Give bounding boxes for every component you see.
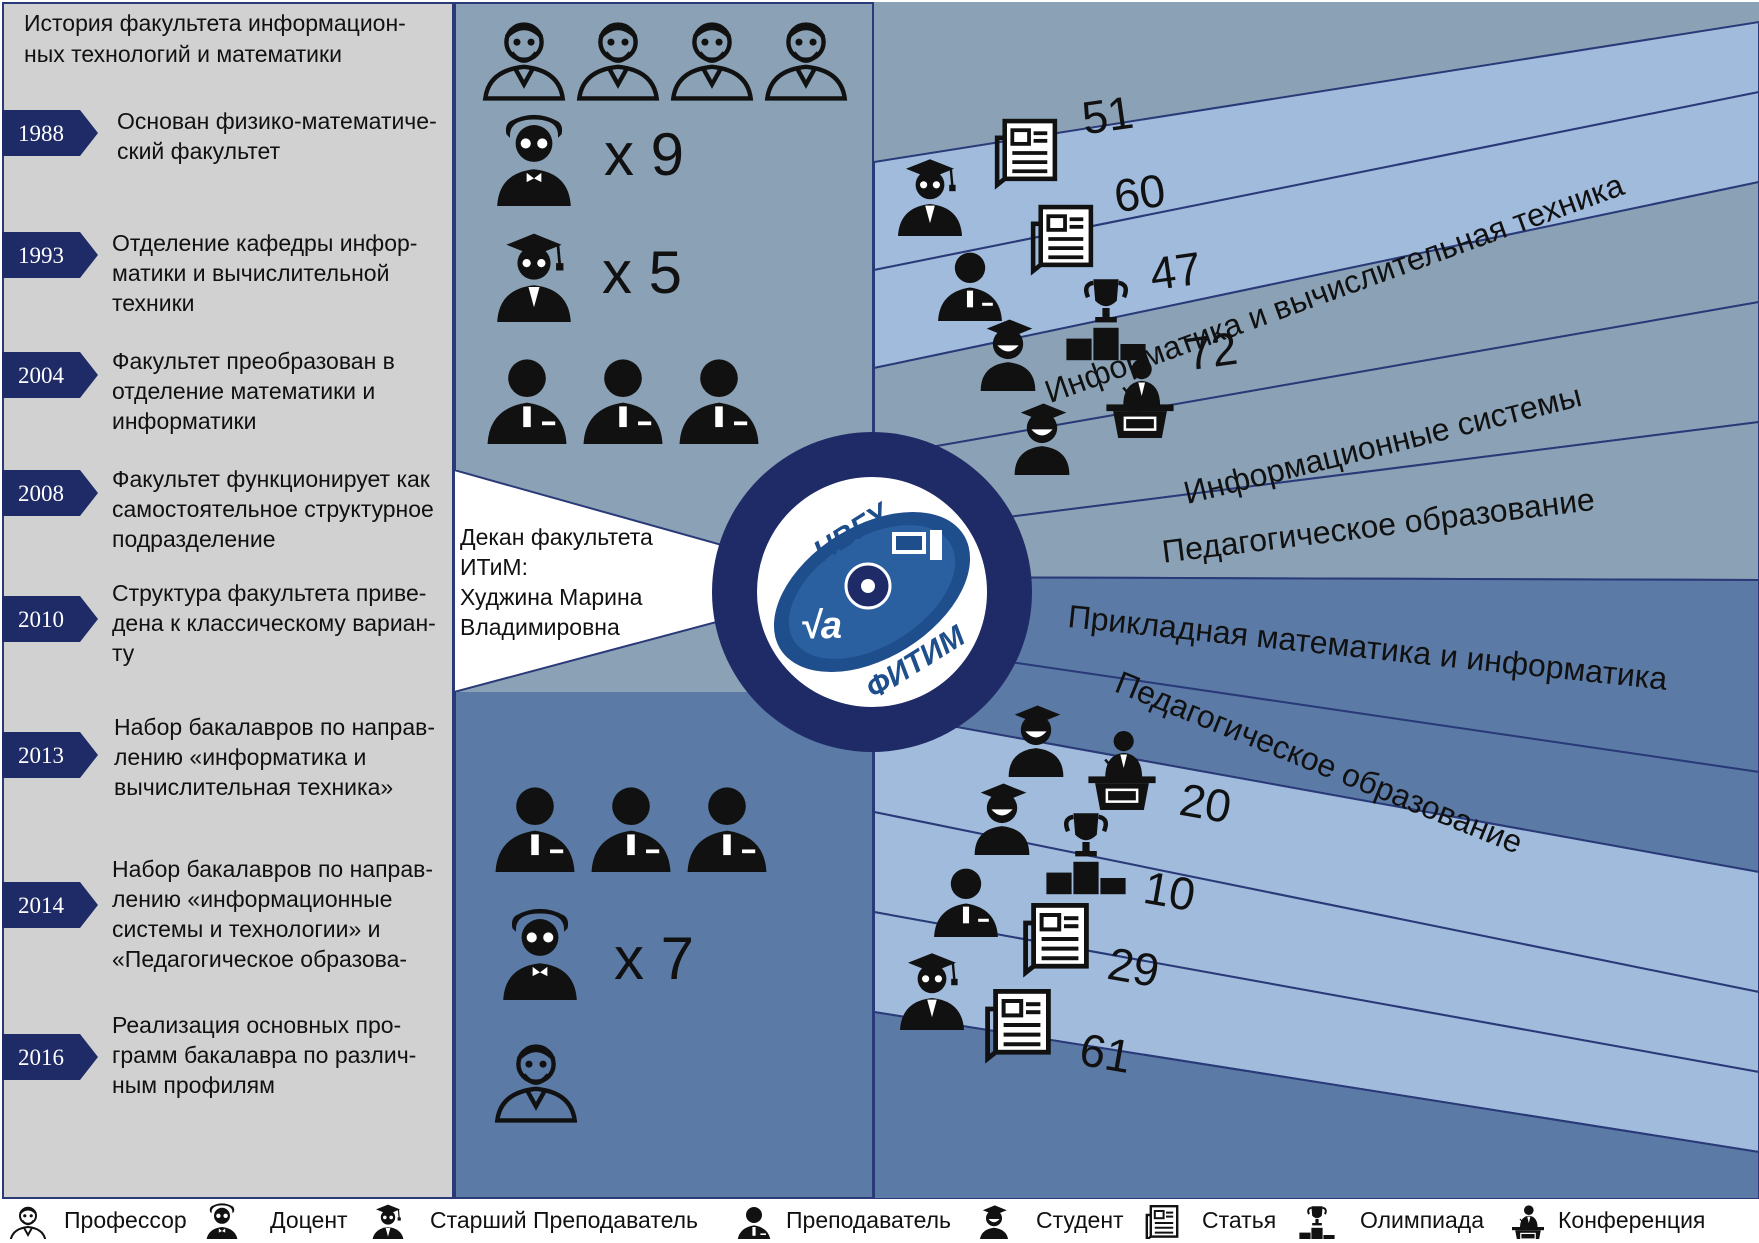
band bbox=[874, 180, 1759, 459]
legend-label: Доцент bbox=[270, 1207, 348, 1233]
professor-icon bbox=[673, 25, 750, 99]
teacher-icon bbox=[583, 359, 663, 444]
event-text: Структура факультета приве-дена к класси… bbox=[112, 580, 436, 666]
legend-label: Конференция bbox=[1558, 1207, 1706, 1233]
article-icon bbox=[1016, 894, 1096, 984]
docent-count: x 7 bbox=[614, 925, 695, 992]
senior-teacher-count: x 5 bbox=[602, 239, 683, 306]
legend bbox=[0, 1199, 1759, 1243]
senior-teacher-icon bbox=[896, 157, 964, 238]
event-text: Набор бакалавров по направ-лению «информ… bbox=[112, 856, 434, 972]
dean-name: Худжина Марина Владимировна bbox=[460, 584, 643, 640]
band bbox=[874, 910, 1759, 1154]
year-label: 2010 bbox=[18, 607, 64, 632]
year-label: 1988 bbox=[18, 121, 64, 146]
teacher-row bbox=[495, 787, 767, 872]
year-badge: 1993 bbox=[2, 232, 98, 278]
senior-teacher-icon bbox=[898, 951, 966, 1032]
band bbox=[874, 575, 1759, 774]
teacher-icon bbox=[495, 787, 575, 872]
event-text: Реализация основных про-грамм бакалавра … bbox=[112, 1012, 417, 1098]
event-text: Факультет преобразован в отделение матем… bbox=[112, 348, 395, 434]
programs-panel bbox=[874, 2, 1759, 1199]
teacher-icon bbox=[591, 787, 671, 872]
stat-value: 47 bbox=[1146, 241, 1205, 301]
legend-label: Старший Преподаватель bbox=[430, 1207, 699, 1233]
history-title: История факультета информацион-ных техно… bbox=[24, 10, 406, 67]
dean-info: Декан факультета ИТиМ: Худжина Марина Вл… bbox=[460, 522, 760, 642]
article-icon bbox=[988, 110, 1064, 196]
stat-value: 20 bbox=[1175, 772, 1236, 834]
svg-text:√a: √a bbox=[800, 605, 842, 647]
conference-icon bbox=[1086, 729, 1158, 812]
band bbox=[874, 20, 1759, 272]
event-text: Факультет функционирует как самостоятель… bbox=[112, 466, 434, 552]
year-badge: 2004 bbox=[2, 352, 98, 398]
event-text: Основан физико-математиче-ский факультет bbox=[117, 108, 437, 164]
year-badge: 2008 bbox=[2, 470, 98, 516]
professor-row bbox=[478, 14, 852, 104]
band bbox=[874, 300, 1759, 536]
year-badge: 2010 bbox=[2, 596, 98, 642]
stat-value: 29 bbox=[1103, 936, 1164, 998]
stat-value: 61 bbox=[1075, 1022, 1136, 1084]
docent-icon bbox=[495, 113, 573, 208]
teacher-row bbox=[487, 359, 759, 444]
year-label: 2004 bbox=[18, 363, 64, 388]
event-text: Набор бакалавров по направ-лению «информ… bbox=[114, 714, 436, 800]
professor-icon bbox=[485, 25, 562, 99]
student-icon bbox=[974, 783, 1030, 855]
legend-label: Преподаватель bbox=[786, 1207, 952, 1233]
year-badge: 2014 bbox=[2, 882, 98, 928]
band bbox=[874, 1010, 1759, 1199]
teacher-icon bbox=[934, 868, 998, 937]
professor-icon bbox=[767, 25, 844, 99]
year-label: 2016 bbox=[18, 1045, 64, 1070]
article-icon bbox=[1024, 196, 1100, 282]
stat-value: 10 bbox=[1139, 860, 1200, 922]
professor-icon bbox=[579, 25, 656, 99]
year-badge: 2013 bbox=[2, 732, 98, 778]
year-label: 2013 bbox=[18, 743, 64, 768]
dean-callout bbox=[454, 470, 754, 692]
legend-label: Олимпиада bbox=[1360, 1207, 1485, 1233]
olympiad-icon bbox=[1038, 806, 1134, 896]
year-badge: 2016 bbox=[2, 1034, 98, 1080]
dean-title: Декан факультета ИТиМ: bbox=[460, 524, 653, 580]
student-icon bbox=[979, 1205, 1009, 1239]
faculty-logo: √a НВГУ ФИТИМ bbox=[712, 432, 1032, 752]
teacher-icon bbox=[487, 359, 567, 444]
band bbox=[874, 640, 1759, 874]
year-label: 1993 bbox=[18, 243, 64, 268]
student-icon bbox=[980, 319, 1036, 391]
professor-icon bbox=[488, 1036, 584, 1124]
docent-icon bbox=[205, 1203, 239, 1239]
professor-icon bbox=[9, 1206, 47, 1239]
senior-teacher-icon bbox=[495, 232, 573, 324]
legend-label: Профессор bbox=[64, 1207, 187, 1233]
legend-label: Статья bbox=[1202, 1207, 1277, 1233]
stat-value: 60 bbox=[1110, 163, 1169, 223]
year-label: 2014 bbox=[18, 893, 64, 918]
band bbox=[874, 2, 1759, 162]
article-icon bbox=[978, 980, 1058, 1070]
senior-teacher-icon bbox=[371, 1203, 405, 1239]
teacher-icon bbox=[687, 787, 767, 872]
article-icon bbox=[1145, 1204, 1179, 1239]
year-label: 2008 bbox=[18, 481, 64, 506]
stat-value: 51 bbox=[1078, 85, 1137, 145]
docent-icon bbox=[501, 907, 579, 1002]
docent-count: x 9 bbox=[604, 121, 685, 188]
event-text: Отделение кафедры инфор-матики и вычисли… bbox=[112, 230, 418, 316]
band bbox=[874, 420, 1759, 582]
year-badge: 1988 bbox=[2, 110, 98, 156]
teacher-icon bbox=[737, 1207, 771, 1239]
legend-label: Студент bbox=[1036, 1207, 1124, 1233]
olympiad-icon bbox=[1298, 1205, 1336, 1239]
conference-icon bbox=[1511, 1204, 1545, 1239]
